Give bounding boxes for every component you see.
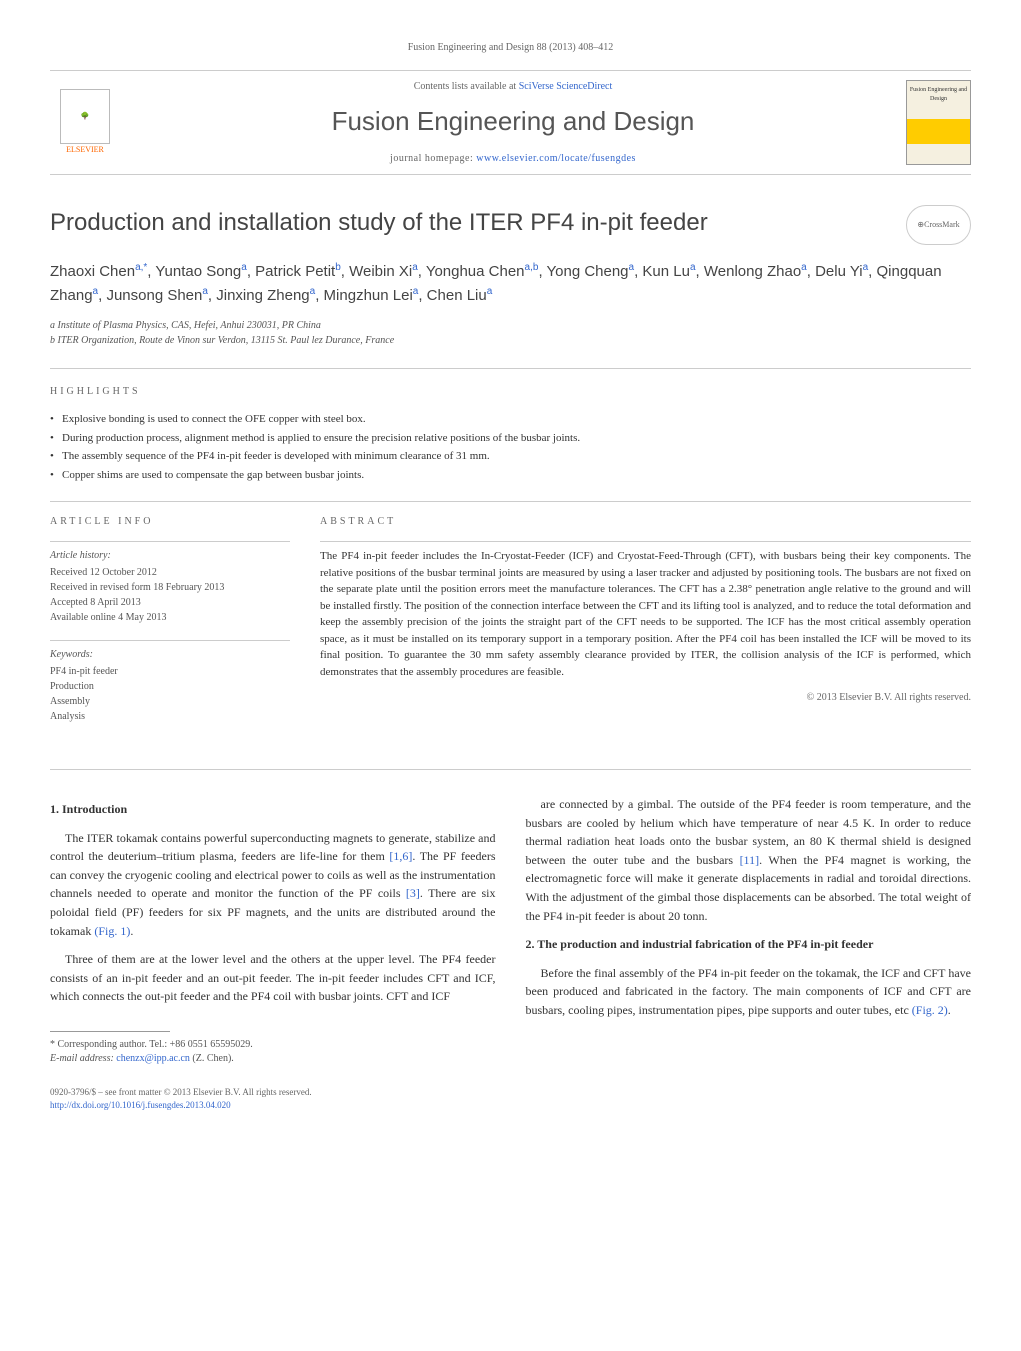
affiliation-a: a Institute of Plasma Physics, CAS, Hefe…: [50, 318, 971, 333]
publisher-logo: 🌳 ELSEVIER: [50, 83, 120, 163]
keyword: Assembly: [50, 694, 290, 709]
contents-prefix: Contents lists available at: [414, 81, 519, 92]
keyword: PF4 in-pit feeder: [50, 664, 290, 679]
abstract-label: ABSTRACT: [320, 514, 971, 529]
body-column-right: are connected by a gimbal. The outside o…: [526, 795, 972, 1066]
divider: [50, 640, 290, 641]
issn-line: 0920-3796/$ – see front matter © 2013 El…: [50, 1086, 971, 1099]
affiliations: a Institute of Plasma Physics, CAS, Hefe…: [50, 318, 971, 348]
contents-line: Contents lists available at SciVerse Sci…: [120, 79, 906, 94]
article-history: Article history: Received 12 October 201…: [50, 548, 290, 625]
highlights-list: Explosive bonding is used to connect the…: [50, 411, 971, 483]
email-suffix: (Z. Chen).: [190, 1053, 234, 1064]
body-column-left: 1. Introduction The ITER tokamak contain…: [50, 795, 496, 1066]
body-paragraph: are connected by a gimbal. The outside o…: [526, 795, 972, 925]
crossmark-badge[interactable]: ⊕ CrossMark: [906, 205, 971, 245]
publisher-label: ELSEVIER: [66, 144, 104, 156]
elsevier-tree-icon: 🌳: [60, 89, 110, 144]
highlight-item: Copper shims are used to compensate the …: [50, 467, 971, 484]
bottom-metadata: 0920-3796/$ – see front matter © 2013 El…: [50, 1086, 971, 1111]
body-paragraph: The ITER tokamak contains powerful super…: [50, 829, 496, 941]
journal-name: Fusion Engineering and Design: [120, 102, 906, 141]
crossmark-icon: ⊕: [917, 219, 924, 231]
section-heading-2: 2. The production and industrial fabrica…: [526, 935, 972, 954]
footnote-marker: *: [50, 1039, 55, 1050]
history-item: Received 12 October 2012: [50, 565, 290, 580]
body-paragraph: Before the final assembly of the PF4 in-…: [526, 964, 972, 1020]
highlights-label: HIGHLIGHTS: [50, 384, 971, 399]
journal-cover-thumbnail: Fusion Engineering and Design: [906, 80, 971, 165]
header-citation: Fusion Engineering and Design 88 (2013) …: [50, 40, 971, 55]
history-item: Available online 4 May 2013: [50, 610, 290, 625]
article-info-column: ARTICLE INFO Article history: Received 1…: [50, 514, 290, 739]
keywords-title: Keywords:: [50, 647, 290, 662]
author-email-link[interactable]: chenzx@ipp.ac.cn: [116, 1053, 190, 1064]
homepage-line: journal homepage: www.elsevier.com/locat…: [120, 151, 906, 166]
affiliation-b: b ITER Organization, Route de Vinon sur …: [50, 333, 971, 348]
section-heading-1: 1. Introduction: [50, 800, 496, 819]
divider: [50, 541, 290, 542]
history-item: Received in revised form 18 February 201…: [50, 580, 290, 595]
abstract-column: ABSTRACT The PF4 in-pit feeder includes …: [320, 514, 971, 739]
authors-list: Zhaoxi Chena,*, Yuntao Songa, Patrick Pe…: [50, 260, 971, 308]
highlight-item: The assembly sequence of the PF4 in-pit …: [50, 448, 971, 465]
keywords-block: Keywords: PF4 in-pit feeder Production A…: [50, 647, 290, 724]
abstract-copyright: © 2013 Elsevier B.V. All rights reserved…: [320, 690, 971, 705]
crossmark-label: CrossMark: [924, 219, 960, 231]
banner-center: Contents lists available at SciVerse Sci…: [120, 79, 906, 166]
journal-banner: 🌳 ELSEVIER Contents lists available at S…: [50, 70, 971, 175]
body-columns: 1. Introduction The ITER tokamak contain…: [50, 769, 971, 1066]
homepage-link[interactable]: www.elsevier.com/locate/fusengdes: [476, 153, 636, 164]
highlight-item: During production process, alignment met…: [50, 430, 971, 447]
sciencedirect-link[interactable]: SciVerse ScienceDirect: [519, 81, 613, 92]
footnote-text: Corresponding author. Tel.: +86 0551 655…: [58, 1039, 253, 1050]
abstract-text: The PF4 in-pit feeder includes the In-Cr…: [320, 548, 971, 680]
homepage-prefix: journal homepage:: [390, 153, 476, 164]
history-title: Article history:: [50, 548, 290, 563]
divider: [50, 368, 971, 369]
history-item: Accepted 8 April 2013: [50, 595, 290, 610]
doi-link[interactable]: http://dx.doi.org/10.1016/j.fusengdes.20…: [50, 1100, 231, 1110]
cover-stripe: [907, 119, 970, 144]
highlight-item: Explosive bonding is used to connect the…: [50, 411, 971, 428]
keyword: Production: [50, 679, 290, 694]
paper-title: Production and installation study of the…: [50, 205, 906, 241]
title-row: Production and installation study of the…: [50, 205, 971, 245]
cover-title: Fusion Engineering and Design: [907, 86, 970, 104]
article-info-label: ARTICLE INFO: [50, 514, 290, 529]
footnote-divider: [50, 1031, 170, 1032]
divider: [320, 541, 971, 542]
email-label: E-mail address:: [50, 1053, 116, 1064]
info-abstract-row: ARTICLE INFO Article history: Received 1…: [50, 501, 971, 739]
body-paragraph: Three of them are at the lower level and…: [50, 950, 496, 1006]
keyword: Analysis: [50, 709, 290, 724]
corresponding-author-footnote: * Corresponding author. Tel.: +86 0551 6…: [50, 1038, 496, 1066]
